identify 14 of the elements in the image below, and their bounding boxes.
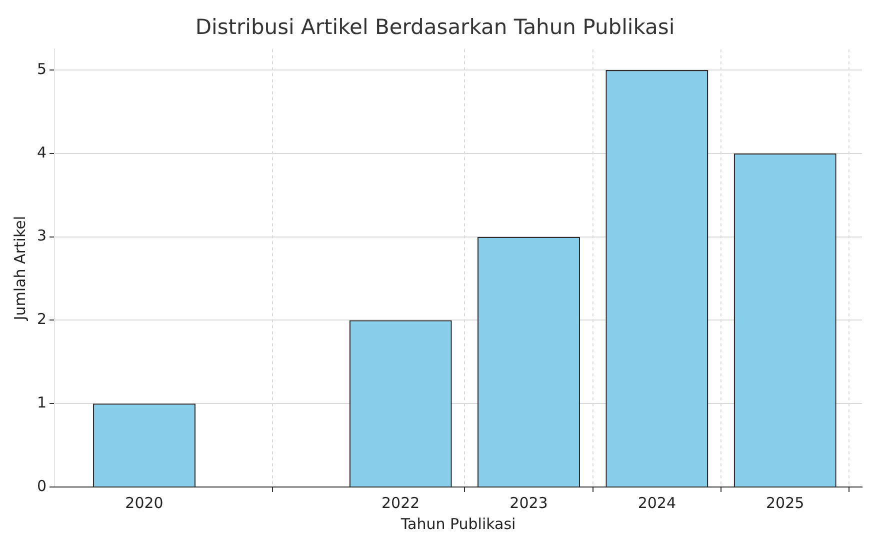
y-axis-title: Jumlah Artikel — [10, 216, 29, 322]
y-tick-label: 3 — [36, 226, 47, 245]
y-tick-label: 2 — [36, 310, 47, 328]
y-tick-label: 4 — [36, 143, 47, 162]
y-tick-label: 5 — [36, 60, 47, 78]
x-axis-title: Tahun Publikasi — [400, 514, 516, 533]
x-tick-label: 2025 — [766, 494, 804, 512]
y-tick-label: 0 — [36, 476, 47, 495]
y-tick-label: 1 — [36, 394, 47, 412]
x-tick-label: 2022 — [382, 494, 420, 512]
chart-title: Distribusi Artikel Berdasarkan Tahun Publikasi — [195, 15, 675, 40]
x-tick-label: 2023 — [510, 494, 548, 512]
x-tick-label: 2020 — [125, 494, 164, 512]
x-tick-label: 2024 — [638, 494, 676, 512]
